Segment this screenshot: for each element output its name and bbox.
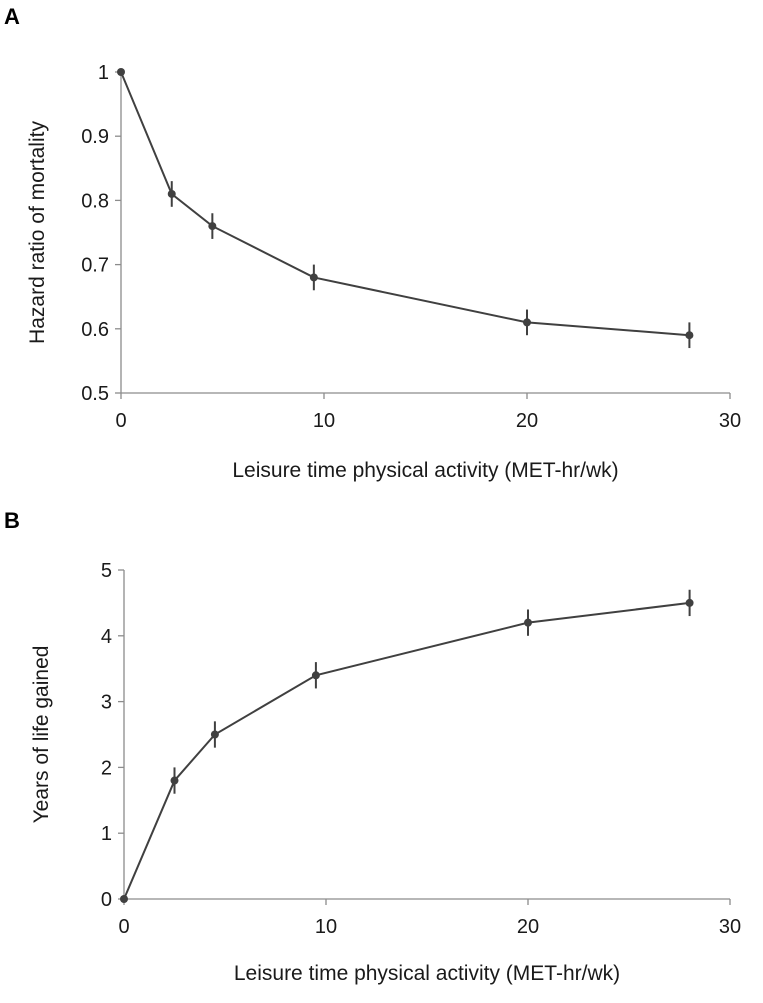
panel-a-y-tick-label: 0.7 bbox=[81, 255, 109, 277]
panel-b-x-tick-label: 20 bbox=[517, 916, 539, 938]
panel-a-x-tick-label: 30 bbox=[719, 410, 741, 432]
panel-a-data-point bbox=[167, 189, 176, 198]
panel-b-x-tick-label: 30 bbox=[719, 916, 741, 938]
panel-a-y-tick-label: 0.9 bbox=[81, 126, 109, 148]
panel-b-y-tick-label: 1 bbox=[101, 823, 112, 845]
panel-a-x-axis-label: Leisure time physical activity (MET-hr/w… bbox=[232, 459, 618, 482]
panel-b-data-point bbox=[170, 776, 179, 785]
panel-a-x-tick-label: 10 bbox=[313, 410, 335, 432]
panel-a-data-point bbox=[685, 331, 694, 340]
panel-a-data-point bbox=[117, 68, 125, 76]
panel-b-data-point bbox=[120, 895, 128, 903]
panel-a-letter: A bbox=[4, 4, 20, 29]
panel-b-series-line bbox=[123, 601, 690, 900]
panel-a-data-point bbox=[208, 222, 217, 231]
panel-b-x-tick-label: 10 bbox=[315, 916, 337, 938]
panel-a-x-tick-label: 0 bbox=[115, 410, 126, 432]
panel-b: B 0 1 2 3 4 5 0 10 20 30 Leisure time physical act… bbox=[4, 508, 741, 985]
panel-b-y-tick-label: 3 bbox=[101, 692, 112, 714]
panel-a-data-point bbox=[309, 273, 318, 282]
panel-b-data-point bbox=[524, 618, 532, 627]
panel-b-y-tick-label: 2 bbox=[101, 757, 112, 779]
panel-b-data-point bbox=[210, 730, 219, 739]
panel-b-data-point bbox=[685, 598, 694, 607]
panel-a-y-tick-label: 0.6 bbox=[81, 319, 109, 341]
panel-a-data-point bbox=[523, 318, 531, 327]
panel-b-letter: B bbox=[4, 508, 20, 533]
panel-b-data-point bbox=[311, 671, 320, 680]
panel-b-x-axis-label: Leisure time physical activity (MET-hr/w… bbox=[234, 962, 620, 985]
panel-a-y-tick-label: 1 bbox=[98, 62, 109, 84]
panel-b-x-tick-label: 0 bbox=[118, 916, 129, 938]
panel-a-y-tick-label: 0.5 bbox=[81, 383, 109, 405]
panel-a-y-axis-label: Hazard ratio of mortality bbox=[26, 121, 49, 344]
panel-a-series-line bbox=[120, 71, 690, 337]
panel-b-y-tick-label: 0 bbox=[101, 889, 112, 911]
panel-b-y-tick-label: 5 bbox=[101, 560, 112, 582]
panel-b-y-axis-label: Years of life gained bbox=[30, 646, 53, 824]
panel-a-y-tick-label: 0.8 bbox=[81, 190, 109, 212]
panel-b-y-tick-label: 4 bbox=[101, 626, 112, 648]
panel-a-x-tick-label: 20 bbox=[516, 410, 538, 432]
